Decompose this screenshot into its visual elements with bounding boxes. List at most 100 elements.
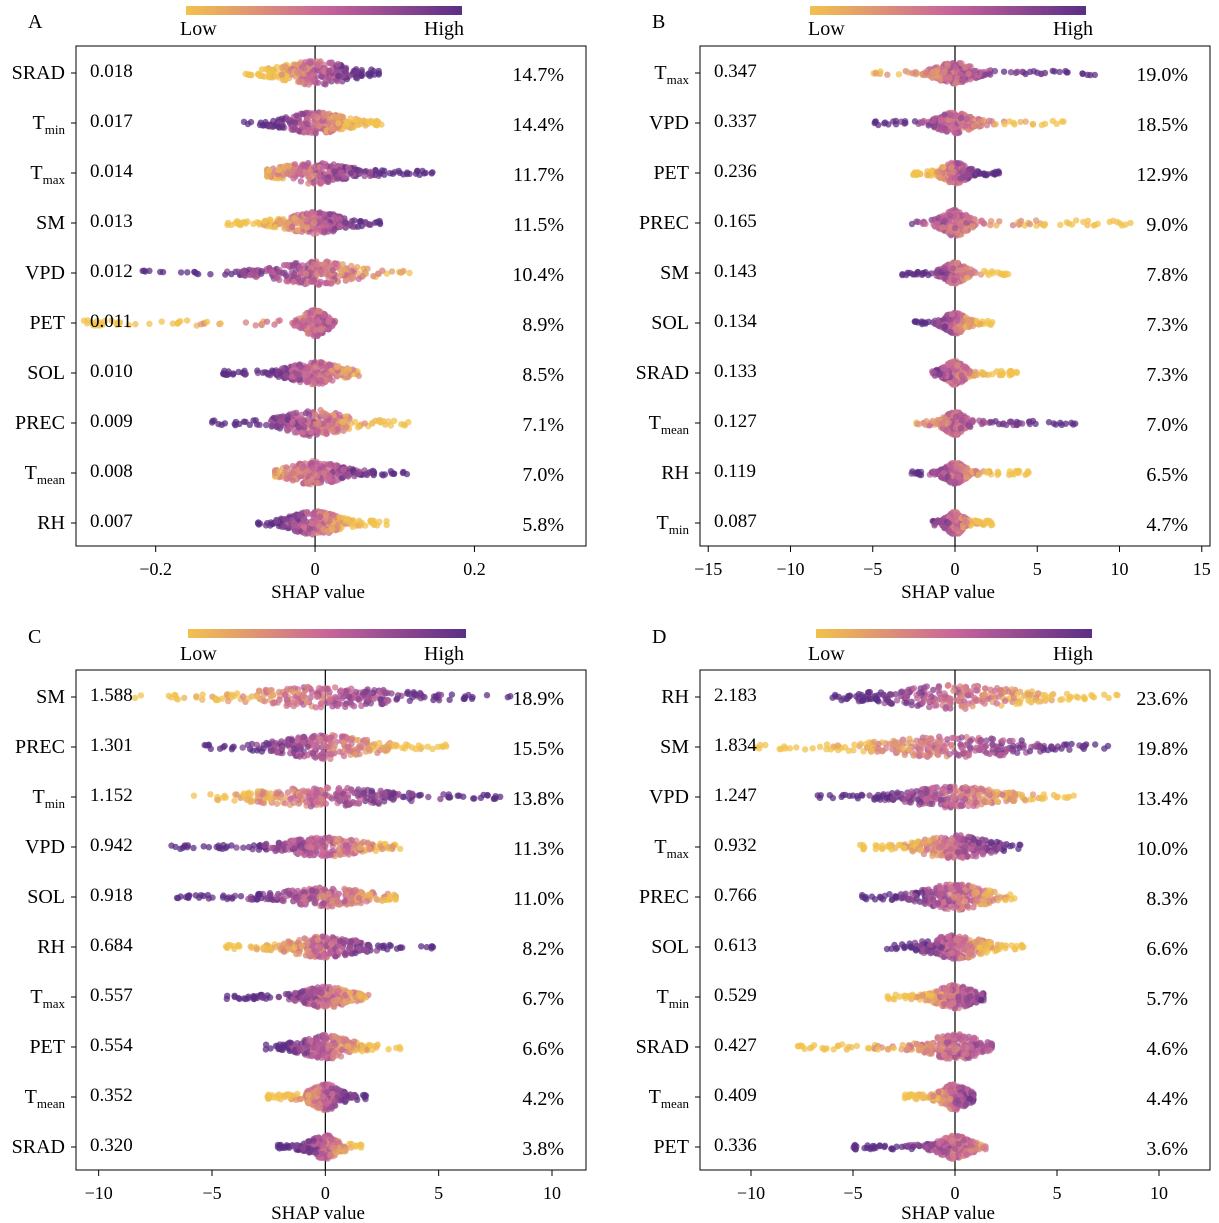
shap-point	[992, 121, 999, 128]
beeswarm-area	[80, 46, 436, 546]
shap-point	[159, 268, 167, 276]
shap-point	[293, 409, 300, 416]
shap-point	[310, 214, 317, 221]
shap-point	[177, 269, 185, 276]
shap-point	[300, 523, 308, 531]
shap-point	[272, 224, 279, 231]
shap-point	[398, 421, 405, 428]
shap-point	[997, 371, 1005, 378]
shap-point	[350, 124, 357, 131]
shap-point	[262, 522, 270, 529]
shap-point	[347, 169, 355, 177]
shap-point	[381, 167, 388, 174]
shap-point	[349, 223, 356, 230]
feature-row	[242, 58, 382, 88]
feature-name-main: SOL	[27, 362, 65, 384]
shap-point	[300, 317, 307, 324]
shap-point	[146, 320, 153, 327]
shap-point	[978, 420, 985, 428]
shap-point	[344, 515, 351, 523]
shap-point	[369, 467, 377, 474]
shap-point	[266, 123, 273, 130]
shap-point	[174, 319, 182, 327]
shap-point	[953, 259, 961, 267]
feature-name-main: RH	[37, 512, 65, 534]
shap-point	[242, 319, 250, 326]
feature-name-main: T	[33, 112, 45, 134]
shap-point	[290, 278, 297, 286]
shap-point	[305, 180, 312, 187]
importance-value: 0.014	[90, 161, 133, 182]
shap-point	[271, 321, 278, 328]
shap-point	[325, 326, 332, 333]
shap-point	[993, 222, 1000, 229]
shap-point	[283, 426, 291, 433]
shap-point	[953, 78, 960, 85]
percent-value: 8.9%	[522, 314, 564, 336]
shap-point	[309, 376, 317, 384]
shap-point	[948, 311, 956, 318]
shap-point	[1022, 70, 1029, 78]
shap-point	[342, 219, 350, 227]
shap-point	[139, 267, 146, 275]
shap-point	[970, 122, 978, 129]
shap-point	[335, 72, 342, 80]
shap-point	[207, 271, 214, 278]
shap-point	[929, 368, 936, 375]
shap-point	[284, 262, 291, 269]
shap-point	[304, 110, 311, 117]
shap-point	[941, 217, 949, 224]
shap-point	[331, 168, 338, 175]
shap-point	[940, 163, 947, 171]
shap-point	[951, 224, 959, 232]
shap-point	[254, 367, 261, 374]
shap-point	[917, 170, 924, 178]
shap-point	[945, 419, 952, 426]
shap-point	[965, 70, 972, 78]
shap-point	[1019, 420, 1026, 427]
shap-point	[944, 60, 951, 67]
feature-name-main: SRAD	[12, 62, 65, 84]
shap-point	[297, 278, 304, 285]
shap-point	[929, 68, 936, 76]
shap-point	[1062, 67, 1069, 75]
shap-point	[295, 424, 302, 431]
shap-point	[317, 377, 325, 384]
shap-point	[302, 409, 310, 417]
feature-name: PET	[29, 312, 65, 334]
shap-point	[370, 272, 377, 280]
shap-point	[326, 75, 333, 82]
shap-point	[914, 268, 921, 276]
shap-point	[872, 70, 879, 77]
shap-point	[294, 69, 301, 76]
shap-point	[1015, 221, 1023, 228]
shap-point	[320, 110, 327, 117]
shap-point	[290, 166, 298, 173]
shap-point	[429, 169, 436, 176]
shap-point	[899, 271, 906, 279]
shap-point	[378, 471, 386, 478]
colorbar-gradient	[186, 6, 462, 15]
shap-point	[403, 470, 411, 478]
shap-point	[307, 168, 314, 175]
importance-value: 0.011	[90, 311, 132, 332]
shap-point	[977, 218, 984, 225]
shap-point	[1000, 68, 1008, 75]
shap-point	[354, 223, 362, 230]
shap-point	[291, 161, 299, 168]
shap-point	[268, 268, 276, 275]
shap-point	[313, 229, 321, 237]
feature-row	[139, 258, 413, 288]
shap-point	[250, 417, 257, 424]
colorbar-high-label: High	[424, 18, 464, 40]
shap-point	[1001, 121, 1008, 128]
shap-point	[269, 422, 276, 429]
shap-point	[312, 130, 319, 137]
shap-point	[951, 377, 959, 385]
shap-point	[333, 364, 341, 371]
shap-point	[289, 419, 296, 426]
shap-point	[884, 71, 891, 78]
shap-point	[969, 165, 976, 173]
shap-point	[320, 67, 327, 75]
colorbar: Low High	[180, 6, 464, 40]
